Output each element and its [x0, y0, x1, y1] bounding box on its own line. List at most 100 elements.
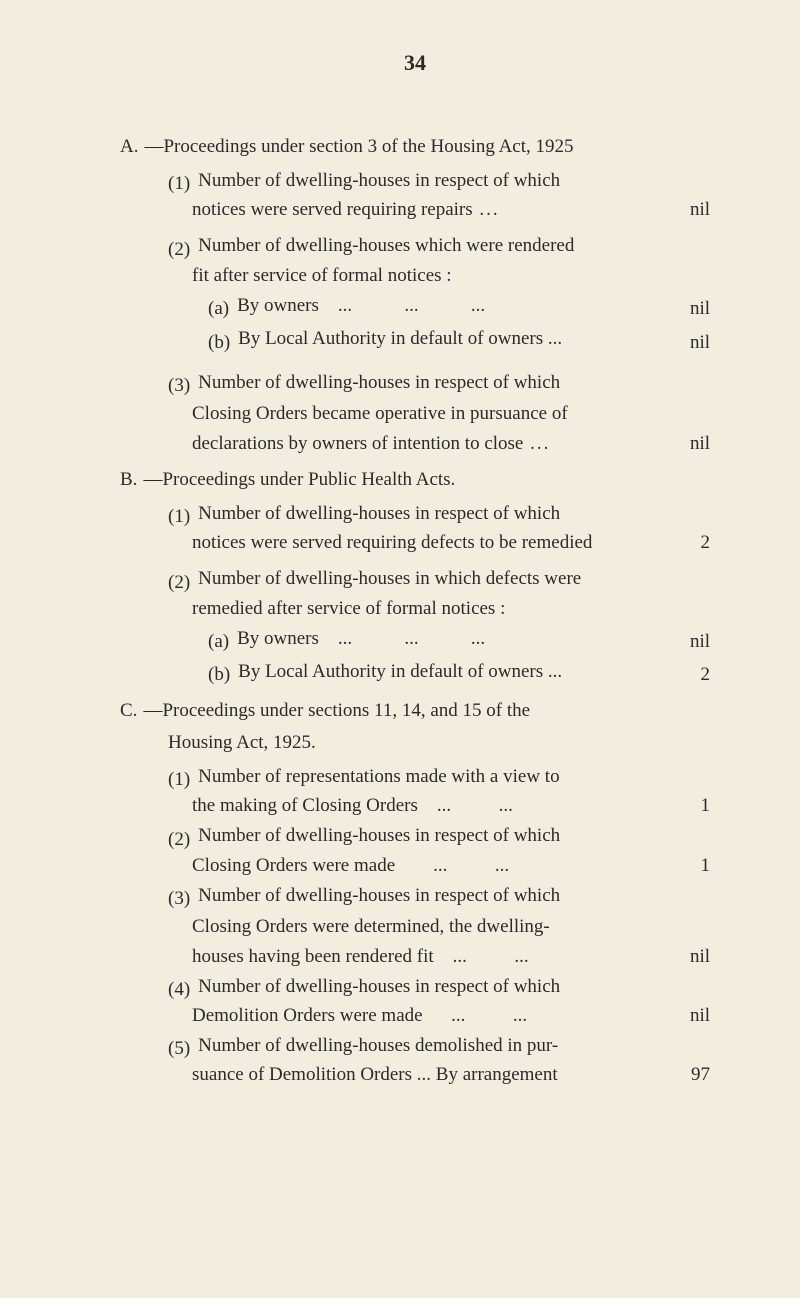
item-c5-num: (5) — [168, 1038, 190, 1060]
item-b1-last-text: notices were served requiring defects to… — [192, 532, 660, 554]
section-b-heading: B. —Proceedings under Public Health Acts… — [120, 469, 710, 491]
item-c5-last-text: suance of Demolition Orders ... By arran… — [192, 1064, 660, 1086]
item-b2-value — [660, 598, 710, 620]
item-a-sub-b-val: nil — [652, 332, 710, 354]
item-a2-num: (2) — [168, 239, 190, 261]
item-c2-line1: (2) Number of dwelling-houses in respect… — [120, 821, 710, 850]
item-b-sub-a-val: nil — [652, 631, 710, 653]
item-c4-last-txt: Demolition Orders were made — [192, 1005, 423, 1026]
item-a1-text1: Number of dwelling-houses in respect of … — [198, 166, 710, 195]
item-c3-last-txt: houses having been rendered fit — [192, 946, 434, 967]
item-c2-last-txt: Closing Orders were made — [192, 855, 395, 876]
section-c-label: C. — [120, 700, 137, 722]
item-a3-last: declarations by owners of intention to c… — [120, 433, 710, 455]
document-page: 34 A. —Proceedings under section 3 of th… — [0, 0, 800, 1298]
item-b-sub-b-val: 2 — [652, 664, 710, 686]
item-c1-last-text: the making of Closing Orders ... ... — [192, 795, 660, 817]
item-a-sub-b-num: (b) — [208, 332, 230, 354]
item-b-sub-a: (a) By owners ... ... ... nil — [120, 624, 710, 653]
item-c4-line1: (4) Number of dwelling-houses in respect… — [120, 972, 710, 1001]
page-number: 34 — [120, 50, 710, 76]
item-b1-line1: (1) Number of dwelling-houses in respect… — [120, 499, 710, 528]
item-c2-value: 1 — [660, 855, 710, 877]
item-a2-last-text: fit after service of formal notices : — [192, 265, 660, 287]
item-a3-line1: (3) Number of dwelling-houses in respect… — [120, 368, 710, 397]
item-a-sub-a-text: By owners ... ... ... — [237, 291, 652, 320]
item-b-sub-a-text: By owners ... ... ... — [237, 624, 652, 653]
item-c1-value: 1 — [660, 795, 710, 817]
item-c4-value: nil — [660, 1005, 710, 1027]
item-c5-value: 97 — [660, 1064, 710, 1086]
item-a-sub-a: (a) By owners ... ... ... nil — [120, 291, 710, 320]
item-b2-text1: Number of dwelling-houses in which defec… — [198, 564, 710, 593]
item-a-sub-b: (b) By Local Authority in default of own… — [120, 324, 710, 353]
item-c5-line1: (5) Number of dwelling-houses demolished… — [120, 1031, 710, 1060]
item-c3-last-text: houses having been rendered fit ... ... — [192, 946, 660, 968]
item-b-sub-b: (b) By Local Authority in default of own… — [120, 657, 710, 686]
item-a2-text1: Number of dwelling-houses which were ren… — [198, 231, 710, 260]
item-a2-value — [660, 265, 710, 287]
item-c2-last-text: Closing Orders were made ... ... — [192, 855, 660, 877]
item-a3-num: (3) — [168, 375, 190, 397]
item-a1-num: (1) — [168, 173, 190, 195]
section-a-title: —Proceedings under section 3 of the Hous… — [144, 136, 710, 158]
item-c3-value: nil — [660, 946, 710, 968]
section-c-title1: —Proceedings under sections 11, 14, and … — [143, 700, 710, 722]
item-b1-value: 2 — [660, 532, 710, 554]
item-b2-num: (2) — [168, 572, 190, 594]
item-c4-num: (4) — [168, 979, 190, 1001]
item-b1-last: notices were served requiring defects to… — [120, 532, 710, 554]
item-a1-last-text: notices were served requiring repairs — [192, 199, 660, 221]
item-a-sub-a-val: nil — [652, 298, 710, 320]
item-a3-value: nil — [660, 433, 710, 455]
section-c: C. —Proceedings under sections 11, 14, a… — [120, 700, 710, 1086]
item-b-sub-a-num: (a) — [208, 631, 229, 653]
item-a2-line1: (2) Number of dwelling-houses which were… — [120, 231, 710, 260]
item-b-sub-a-txt: By owners — [237, 628, 319, 649]
item-a-sub-b-text: By Local Authority in default of owners … — [238, 324, 652, 353]
item-b2-last-text: remedied after service of formal notices… — [192, 598, 660, 620]
item-c4-last-text: Demolition Orders were made ... ... — [192, 1005, 660, 1027]
item-a-sub-a-num: (a) — [208, 298, 229, 320]
section-b-title: —Proceedings under Public Health Acts. — [143, 469, 710, 491]
item-c1-last: the making of Closing Orders ... ... 1 — [120, 795, 710, 817]
item-b2-line1: (2) Number of dwelling-houses in which d… — [120, 564, 710, 593]
item-a3-last-txt: declarations by owners of intention to c… — [192, 433, 523, 454]
item-a1-last-txt: notices were served requiring repairs — [192, 199, 473, 220]
item-b-sub-b-num: (b) — [208, 664, 230, 686]
item-c1-line1: (1) Number of representations made with … — [120, 762, 710, 791]
section-a: A. —Proceedings under section 3 of the H… — [120, 136, 710, 455]
section-a-label: A. — [120, 136, 138, 158]
item-c3-line2: Closing Orders were determined, the dwel… — [120, 912, 710, 941]
section-a-heading: A. —Proceedings under section 3 of the H… — [120, 136, 710, 158]
item-c2-num: (2) — [168, 829, 190, 851]
item-b2-last: remedied after service of formal notices… — [120, 598, 710, 620]
item-c1-text1: Number of representations made with a vi… — [198, 762, 710, 791]
item-c3-line1: (3) Number of dwelling-houses in respect… — [120, 881, 710, 910]
item-c5-last: suance of Demolition Orders ... By arran… — [120, 1064, 710, 1086]
item-a3-last-text: declarations by owners of intention to c… — [192, 433, 660, 455]
item-a-sub-a-txt: By owners — [237, 295, 319, 316]
item-c3-last: houses having been rendered fit ... ... … — [120, 946, 710, 968]
section-b-label: B. — [120, 469, 137, 491]
section-c-heading: C. —Proceedings under sections 11, 14, a… — [120, 700, 710, 722]
item-c1-last-txt: the making of Closing Orders — [192, 795, 418, 816]
item-b1-text1: Number of dwelling-houses in respect of … — [198, 499, 710, 528]
item-c1-num: (1) — [168, 769, 190, 791]
item-a1-line1: (1) Number of dwelling-houses in respect… — [120, 166, 710, 195]
item-a2-last: fit after service of formal notices : — [120, 265, 710, 287]
item-b-sub-b-text: By Local Authority in default of owners … — [238, 657, 652, 686]
item-a3-text1: Number of dwelling-houses in respect of … — [198, 368, 710, 397]
item-b1-num: (1) — [168, 506, 190, 528]
item-c4-last: Demolition Orders were made ... ... nil — [120, 1005, 710, 1027]
section-c-title2: Housing Act, 1925. — [120, 728, 710, 757]
section-b: B. —Proceedings under Public Health Acts… — [120, 469, 710, 687]
item-a3-line2: Closing Orders became operative in pursu… — [120, 399, 710, 428]
item-c4-text1: Number of dwelling-houses in respect of … — [198, 972, 710, 1001]
item-c5-text1: Number of dwelling-houses demolished in … — [198, 1031, 710, 1060]
item-a1-value: nil — [660, 199, 710, 221]
item-c3-text1: Number of dwelling-houses in respect of … — [198, 881, 710, 910]
item-a1-last: notices were served requiring repairs ni… — [120, 199, 710, 221]
item-c3-num: (3) — [168, 888, 190, 910]
item-c2-last: Closing Orders were made ... ... 1 — [120, 855, 710, 877]
